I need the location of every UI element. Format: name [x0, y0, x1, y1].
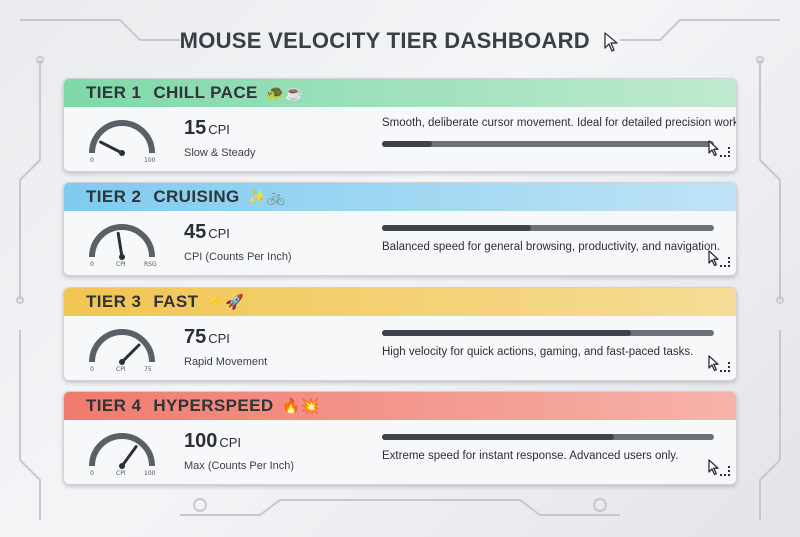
tier-emoji-icon: 🔥💥 — [281, 398, 320, 415]
gauge-min-label: 0 — [90, 261, 94, 268]
tier-name: HYPERSPEED — [153, 396, 274, 415]
cpi-value: 15 CPI — [184, 117, 230, 140]
tier-header: TIER 1 CHILL PACE 🐢☕ — [64, 79, 736, 107]
cpi-number: 100 — [184, 430, 218, 452]
tier-header: TIER 2 CRUISING ✨🚲 — [64, 183, 736, 211]
gauge-needle — [99, 140, 124, 155]
speed-level-fill — [382, 225, 532, 231]
tier-name: CRUISING — [153, 187, 240, 206]
tier-card-3: TIER 3 FAST ⚡🚀 0 CPI 75 75 CPI Rapid Movement Hig… — [63, 287, 737, 381]
speed-gauge-icon — [89, 224, 155, 260]
cpi-unit: CPI — [208, 331, 230, 346]
gauge-mid-label: CPI — [116, 470, 126, 477]
tier-name: CHILL PACE — [153, 83, 258, 102]
tier-description: Smooth, deliberate cursor movement. Idea… — [382, 117, 737, 129]
tier-description: Balanced speed for general browsing, pro… — [382, 241, 720, 253]
speed-gauge-icon — [89, 120, 155, 156]
tier-emoji-icon: ⚡🚀 — [206, 294, 245, 311]
cpi-value: 100 CPI — [184, 430, 241, 453]
tier-card-4: TIER 4 HYPERSPEED 🔥💥 0 CPI 100 100 CPI Max (Coun… — [63, 391, 737, 485]
tier-label: TIER 1 — [86, 83, 142, 102]
tier-description: Extreme speed for instant response. Adva… — [382, 450, 679, 462]
cpi-value: 75 CPI — [184, 326, 230, 349]
speed-level-fill — [382, 330, 631, 336]
cpi-unit: CPI — [219, 435, 242, 450]
cpi-number: 45 — [184, 221, 207, 243]
tier-body: 0 CPI 100 100 CPI Max (Counts Per Inch) Extrem… — [64, 420, 736, 484]
gauge-max-label: RSG — [144, 261, 157, 268]
cursor-motion-icon — [708, 140, 730, 157]
cpi-number: 75 — [184, 326, 207, 348]
gauge-max-label: 100 — [144, 157, 156, 164]
tier-name: FAST — [153, 292, 199, 311]
tier-body: 0 CPI 75 75 CPI Rapid Movement High velocity f… — [64, 316, 736, 380]
tier-body: 0 100 15 CPI Slow & Steady Smooth, deliberate… — [64, 107, 737, 171]
tier-body: 0 CPI RSG 45 CPI CPI (Counts Per Inch) Balance… — [64, 211, 736, 275]
tier-card-2: TIER 2 CRUISING ✨🚲 0 CPI RSG 45 CPI CPI (Counts … — [63, 182, 737, 276]
speed-gauge-icon — [89, 433, 155, 469]
gauge-needle — [120, 445, 138, 468]
gauge-min-label: 0 — [90, 157, 94, 164]
tier-subtitle: Slow & Steady — [184, 147, 256, 159]
tier-card-1: TIER 1 CHILL PACE 🐢☕ 0 100 15 CPI Slow & Steady… — [63, 78, 737, 172]
tier-subtitle: CPI (Counts Per Inch) — [184, 251, 292, 263]
speed-level-bar — [382, 330, 714, 336]
gauge-needle — [120, 343, 141, 364]
gauge-mid-label: CPI — [116, 366, 126, 373]
tier-description: High velocity for quick actions, gaming,… — [382, 346, 694, 358]
cpi-unit: CPI — [208, 226, 230, 241]
cpi-number: 15 — [184, 117, 207, 139]
gauge-max-label: 100 — [144, 470, 156, 477]
gauge-min-label: 0 — [90, 470, 94, 477]
gauge-needle — [116, 231, 124, 259]
gauge-max-label: 75 — [144, 366, 152, 373]
tier-header: TIER 3 FAST ⚡🚀 — [64, 288, 736, 316]
tier-emoji-icon: ✨🚲 — [247, 189, 286, 206]
tier-label: TIER 3 — [86, 292, 142, 311]
speed-level-bar — [382, 141, 714, 147]
cpi-unit: CPI — [208, 122, 230, 137]
speed-level-fill — [382, 141, 432, 147]
tier-label: TIER 2 — [86, 187, 142, 206]
cursor-motion-icon — [708, 250, 730, 267]
tier-header: TIER 4 HYPERSPEED 🔥💥 — [64, 392, 736, 420]
gauge-min-label: 0 — [90, 366, 94, 373]
speed-level-bar — [382, 225, 714, 231]
tier-label: TIER 4 — [86, 396, 142, 415]
tier-subtitle: Rapid Movement — [184, 356, 268, 368]
page-title: MOUSE VELOCITY TIER DASHBOARD — [179, 28, 590, 53]
cursor-icon — [604, 32, 619, 52]
gauge-mid-label: CPI — [116, 261, 126, 268]
cursor-motion-icon — [708, 459, 730, 476]
tier-subtitle: Max (Counts Per Inch) — [184, 460, 295, 472]
speed-gauge-icon — [89, 329, 155, 365]
cursor-motion-icon — [708, 355, 730, 372]
cpi-value: 45 CPI — [184, 221, 230, 244]
speed-level-bar — [382, 434, 714, 440]
dashboard-title: MOUSE VELOCITY TIER DASHBOARD — [0, 28, 800, 54]
speed-level-fill — [382, 434, 615, 440]
tier-emoji-icon: 🐢☕ — [265, 85, 304, 102]
